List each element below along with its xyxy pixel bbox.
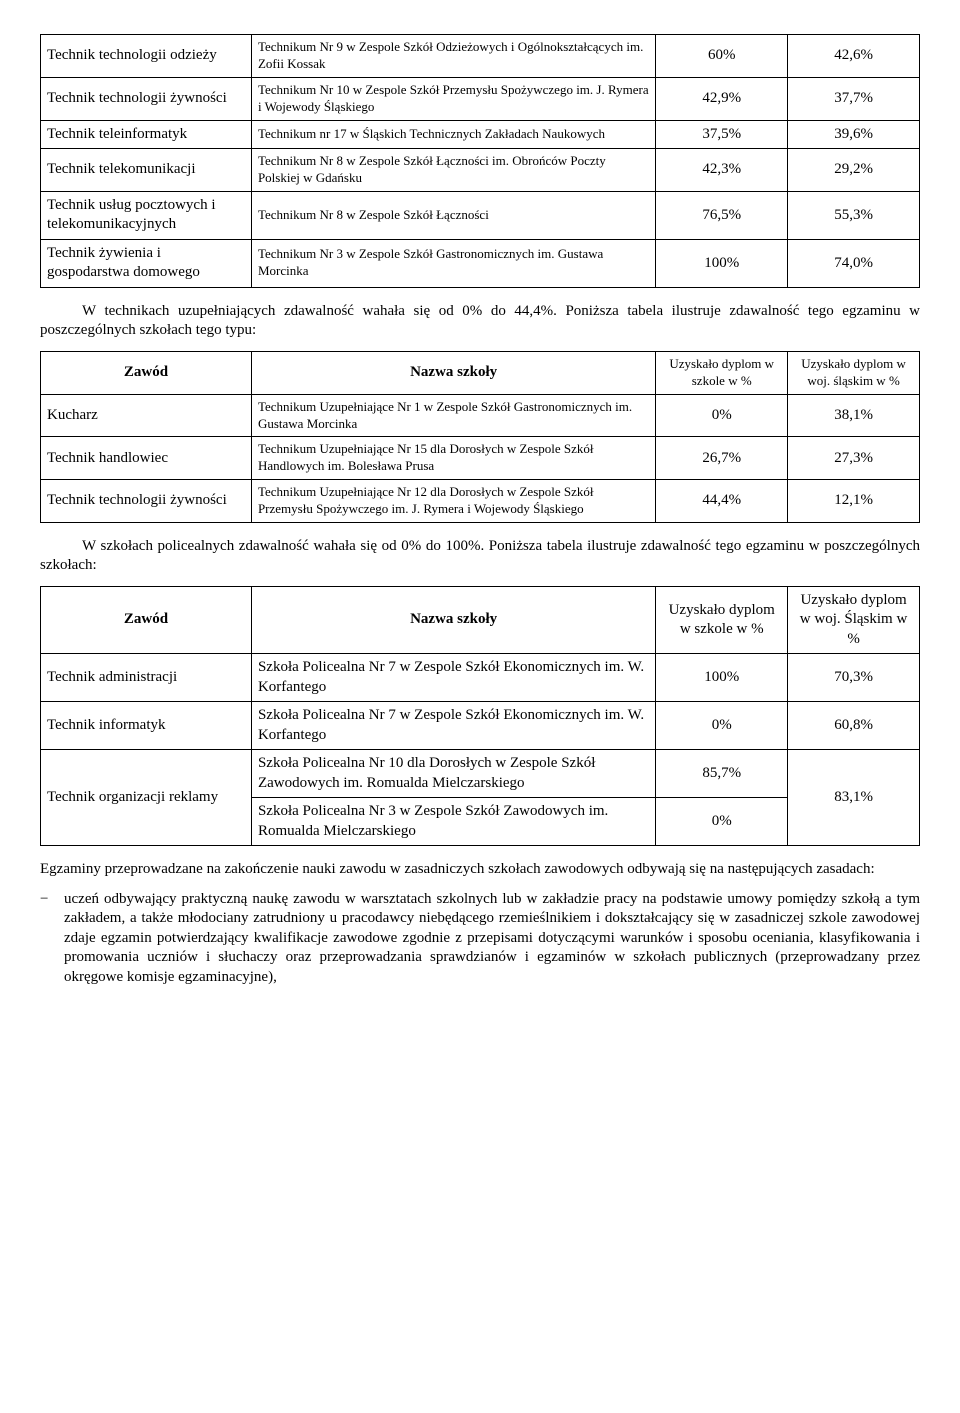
header-v2: Uzyskało dyplom w woj. śląskim w % (788, 351, 920, 394)
cell-v2: 60,8% (788, 702, 920, 750)
cell-szkola: Technikum Nr 8 w Zespole Szkół Łączności… (251, 149, 655, 192)
cell-v2: 83,1% (788, 750, 920, 846)
table-row: Technik technologii odzieży Technikum Nr… (41, 35, 920, 78)
cell-zawod: Technik żywienia i gospodarstwa domowego (41, 239, 252, 287)
cell-v2: 42,6% (788, 35, 920, 78)
table-row: Technik żywienia i gospodarstwa domowego… (41, 239, 920, 287)
table-row: Technik usług pocztowych i telekomunikac… (41, 191, 920, 239)
cell-szkola: Szkoła Policealna Nr 7 w Zespole Szkół E… (251, 702, 655, 750)
cell-v1: 76,5% (656, 191, 788, 239)
header-zawod: Zawód (41, 351, 252, 394)
cell-v1: 44,4% (656, 480, 788, 523)
header-v2: Uzyskało dyplom w woj. Śląskim w % (788, 586, 920, 654)
cell-zawod: Technik handlowiec (41, 437, 252, 480)
cell-v2: 70,3% (788, 654, 920, 702)
cell-szkola: Technikum Nr 3 w Zespole Szkół Gastronom… (251, 239, 655, 287)
cell-v1: 42,3% (656, 149, 788, 192)
table-row: Technik administracji Szkoła Policealna … (41, 654, 920, 702)
bullet-item: − uczeń odbywający praktyczną naukę zawo… (40, 890, 920, 988)
cell-zawod: Technik technologii odzieży (41, 35, 252, 78)
cell-v1: 37,5% (656, 120, 788, 149)
cell-szkola: Technikum Uzupełniające Nr 15 dla Dorosł… (251, 437, 655, 480)
header-v1: Uzyskało dyplom w szkole w % (656, 586, 788, 654)
cell-szkola: Szkoła Policealna Nr 3 w Zespole Szkół Z… (251, 798, 655, 846)
cell-szkola: Technikum Nr 8 w Zespole Szkół Łączności (251, 191, 655, 239)
cell-v1: 100% (656, 654, 788, 702)
table-technika: Technik technologii odzieży Technikum Nr… (40, 34, 920, 288)
paragraph-intro-policealne: W szkołach policealnych zdawalność wahał… (40, 537, 920, 576)
header-szkola: Nazwa szkoły (251, 586, 655, 654)
cell-zawod: Technik technologii żywności (41, 77, 252, 120)
cell-zawod: Technik technologii żywności (41, 480, 252, 523)
paragraph-egzaminy-intro: Egzaminy przeprowadzane na zakończenie n… (40, 860, 920, 880)
cell-v2: 12,1% (788, 480, 920, 523)
paragraph-intro-uzupelniajace: W technikach uzupełniających zdawalność … (40, 302, 920, 341)
cell-v2: 27,3% (788, 437, 920, 480)
table-row: Technik technologii żywności Technikum N… (41, 77, 920, 120)
header-zawod: Zawód (41, 586, 252, 654)
table-row: Kucharz Technikum Uzupełniające Nr 1 w Z… (41, 394, 920, 437)
cell-zawod: Technik telekomunikacji (41, 149, 252, 192)
cell-v1: 42,9% (656, 77, 788, 120)
header-v1: Uzyskało dyplom w szkole w % (656, 351, 788, 394)
table-header-row: Zawód Nazwa szkoły Uzyskało dyplom w szk… (41, 351, 920, 394)
table-uzupelniajace: Zawód Nazwa szkoły Uzyskało dyplom w szk… (40, 351, 920, 523)
cell-szkola: Szkoła Policealna Nr 10 dla Dorosłych w … (251, 750, 655, 798)
cell-szkola: Technikum nr 17 w Śląskich Technicznych … (251, 120, 655, 149)
cell-v2: 74,0% (788, 239, 920, 287)
cell-zawod: Kucharz (41, 394, 252, 437)
cell-v1: 26,7% (656, 437, 788, 480)
header-szkola: Nazwa szkoły (251, 351, 655, 394)
cell-zawod: Technik informatyk (41, 702, 252, 750)
cell-zawod: Technik organizacji reklamy (41, 750, 252, 846)
table-row: Technik teleinformatyk Technikum nr 17 w… (41, 120, 920, 149)
table-policealne: Zawód Nazwa szkoły Uzyskało dyplom w szk… (40, 586, 920, 847)
bullet-text: uczeń odbywający praktyczną naukę zawodu… (64, 890, 920, 988)
cell-v2: 37,7% (788, 77, 920, 120)
cell-v1: 100% (656, 239, 788, 287)
table-row: Technik telekomunikacji Technikum Nr 8 w… (41, 149, 920, 192)
cell-szkola: Szkoła Policealna Nr 7 w Zespole Szkół E… (251, 654, 655, 702)
cell-v1: 0% (656, 798, 788, 846)
cell-v2: 55,3% (788, 191, 920, 239)
cell-zawod: Technik usług pocztowych i telekomunikac… (41, 191, 252, 239)
cell-zawod: Technik administracji (41, 654, 252, 702)
cell-v1: 0% (656, 394, 788, 437)
cell-szkola: Technikum Nr 10 w Zespole Szkół Przemysł… (251, 77, 655, 120)
cell-v1: 60% (656, 35, 788, 78)
table-header-row: Zawód Nazwa szkoły Uzyskało dyplom w szk… (41, 586, 920, 654)
table-row: Technik organizacji reklamy Szkoła Polic… (41, 750, 920, 798)
cell-v2: 29,2% (788, 149, 920, 192)
table-row: Technik informatyk Szkoła Policealna Nr … (41, 702, 920, 750)
cell-szkola: Technikum Nr 9 w Zespole Szkół Odzieżowy… (251, 35, 655, 78)
cell-v2: 38,1% (788, 394, 920, 437)
cell-szkola: Technikum Uzupełniające Nr 1 w Zespole S… (251, 394, 655, 437)
cell-zawod: Technik teleinformatyk (41, 120, 252, 149)
cell-v1: 85,7% (656, 750, 788, 798)
cell-v2: 39,6% (788, 120, 920, 149)
cell-v1: 0% (656, 702, 788, 750)
table-row: Technik technologii żywności Technikum U… (41, 480, 920, 523)
cell-szkola: Technikum Uzupełniające Nr 12 dla Dorosł… (251, 480, 655, 523)
bullet-dash-icon: − (40, 890, 64, 910)
table-row: Technik handlowiec Technikum Uzupełniają… (41, 437, 920, 480)
